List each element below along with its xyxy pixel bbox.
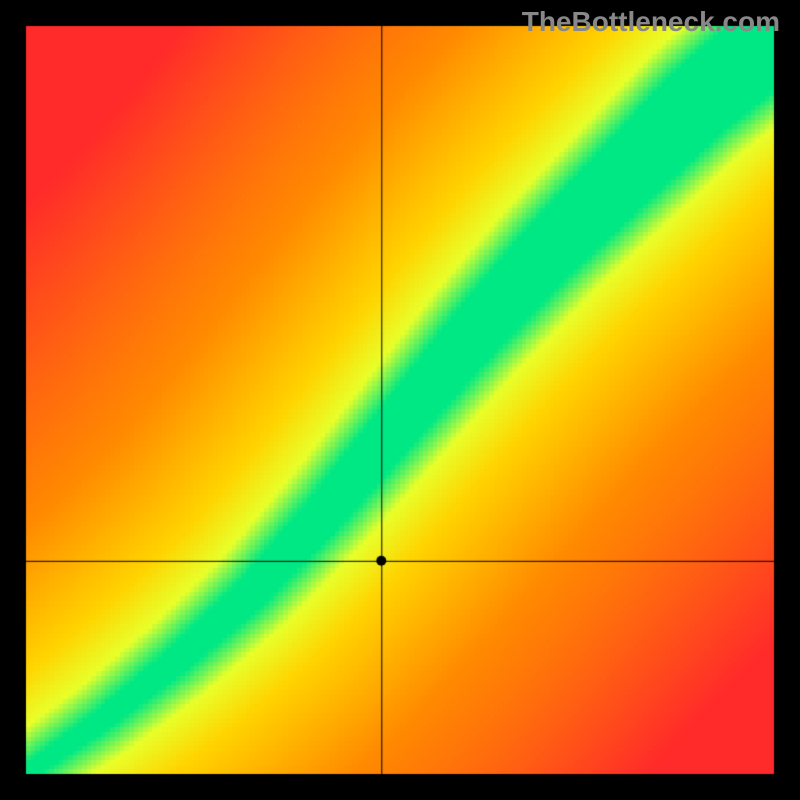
- bottleneck-heatmap: [0, 0, 800, 800]
- watermark-text: TheBottleneck.com: [522, 6, 780, 38]
